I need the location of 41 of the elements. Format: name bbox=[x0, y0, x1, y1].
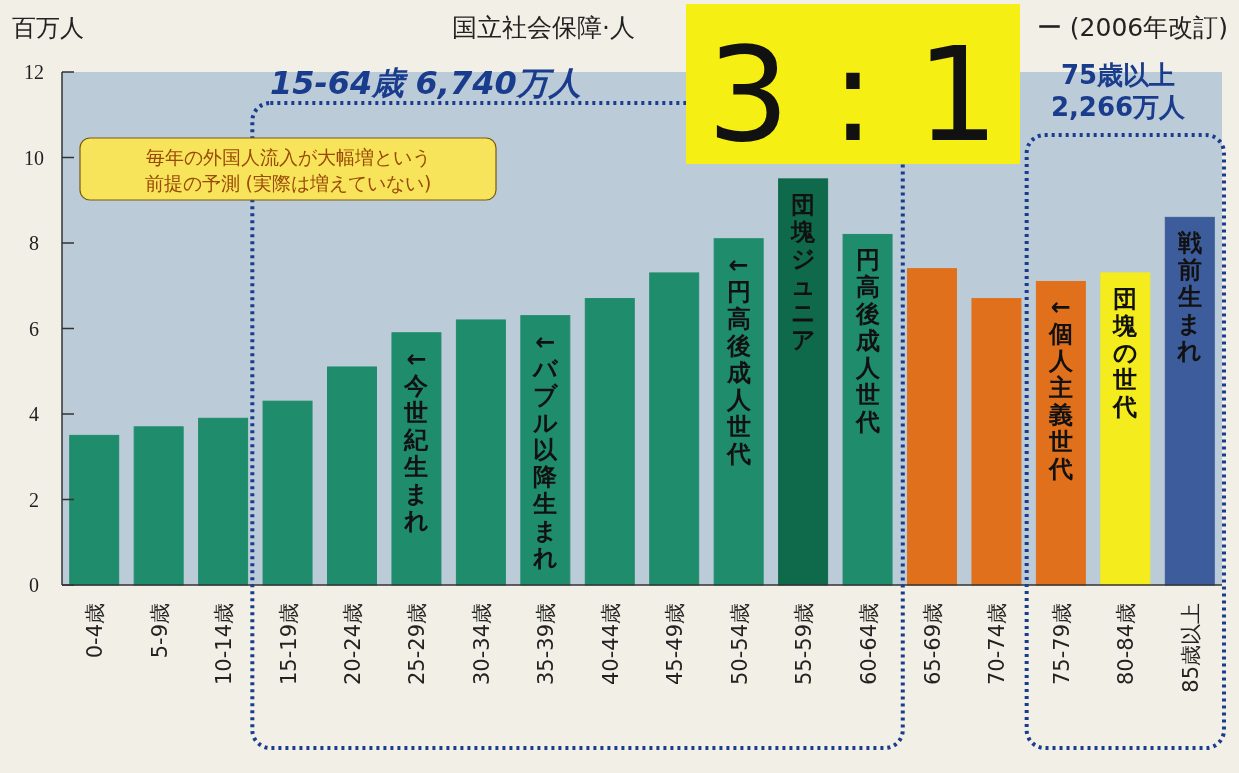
x-tick-label: 20-24歳 bbox=[341, 603, 365, 686]
annotation: 毎年の外国人流入が大幅増という前提の予測 (実際は増えていない) bbox=[144, 146, 432, 194]
x-tick-label: 45-49歳 bbox=[663, 603, 688, 686]
x-tick-label: 80-84歳 bbox=[1114, 603, 1139, 686]
text: ー (2006年改訂) bbox=[1036, 13, 1228, 42]
y-tick-label: 0 bbox=[29, 574, 39, 596]
y-tick-label: 10 bbox=[24, 146, 44, 169]
x-tick-label: 25-29歳 bbox=[405, 603, 430, 686]
x-tick-label: 60-64歳 bbox=[856, 603, 881, 686]
x-tick-label: 15-19歳 bbox=[276, 603, 301, 686]
x-tick-label: 85歳以上 bbox=[1178, 603, 1203, 693]
x-tick-label: 10-14歳 bbox=[212, 603, 237, 686]
y-tick-label: 2 bbox=[29, 488, 39, 511]
x-tick-label: 70-74歳 bbox=[985, 603, 1010, 686]
x-tick-label: 5-9歳 bbox=[147, 603, 172, 659]
y-tick-label: 6 bbox=[29, 317, 39, 340]
annotation: ←個人主義世代 bbox=[1047, 293, 1074, 484]
annotation: 団塊ジュニア bbox=[790, 190, 817, 354]
y-tick-label: 8 bbox=[29, 232, 39, 254]
annotation: ←円高後成人世代 bbox=[725, 250, 752, 468]
y-tick-label: 4 bbox=[29, 403, 39, 425]
text: 国立社会保障·人 bbox=[452, 13, 635, 42]
x-tick-label: 40-44歳 bbox=[598, 603, 623, 686]
text: ←バブル以降生まれ bbox=[532, 327, 558, 572]
y-tick-label: 12 bbox=[24, 61, 44, 83]
annotation: 3 : 1 bbox=[707, 19, 999, 171]
callout: 毎年の外国人流入が大幅増という前提の予測 (実際は増えていない) bbox=[79, 137, 497, 201]
x-tick-label: 35-39歳 bbox=[534, 603, 559, 686]
x-tick-label: 55-59歳 bbox=[792, 603, 817, 686]
x-tick-label: 65-69歳 bbox=[921, 603, 945, 686]
annotation: 団塊の世代 bbox=[1112, 284, 1139, 421]
x-tick-label: 30-34歳 bbox=[469, 603, 494, 686]
annotation: 円高後成人世代 bbox=[854, 246, 881, 437]
y-axis-title: 百万人 bbox=[12, 14, 84, 42]
annotation: 75歳以上 2,266万人 bbox=[1050, 60, 1187, 122]
annotation: ←今世紀生まれ bbox=[402, 344, 430, 535]
x-tick-label: 0-4歳 bbox=[83, 603, 108, 659]
x-tick-label: 75-79歳 bbox=[1049, 603, 1074, 686]
annotation: 15-64歳 6,740万人 bbox=[270, 64, 581, 102]
annotation: 戦前生まれ bbox=[1176, 229, 1203, 366]
x-tick-label: 50-54歳 bbox=[727, 603, 752, 686]
